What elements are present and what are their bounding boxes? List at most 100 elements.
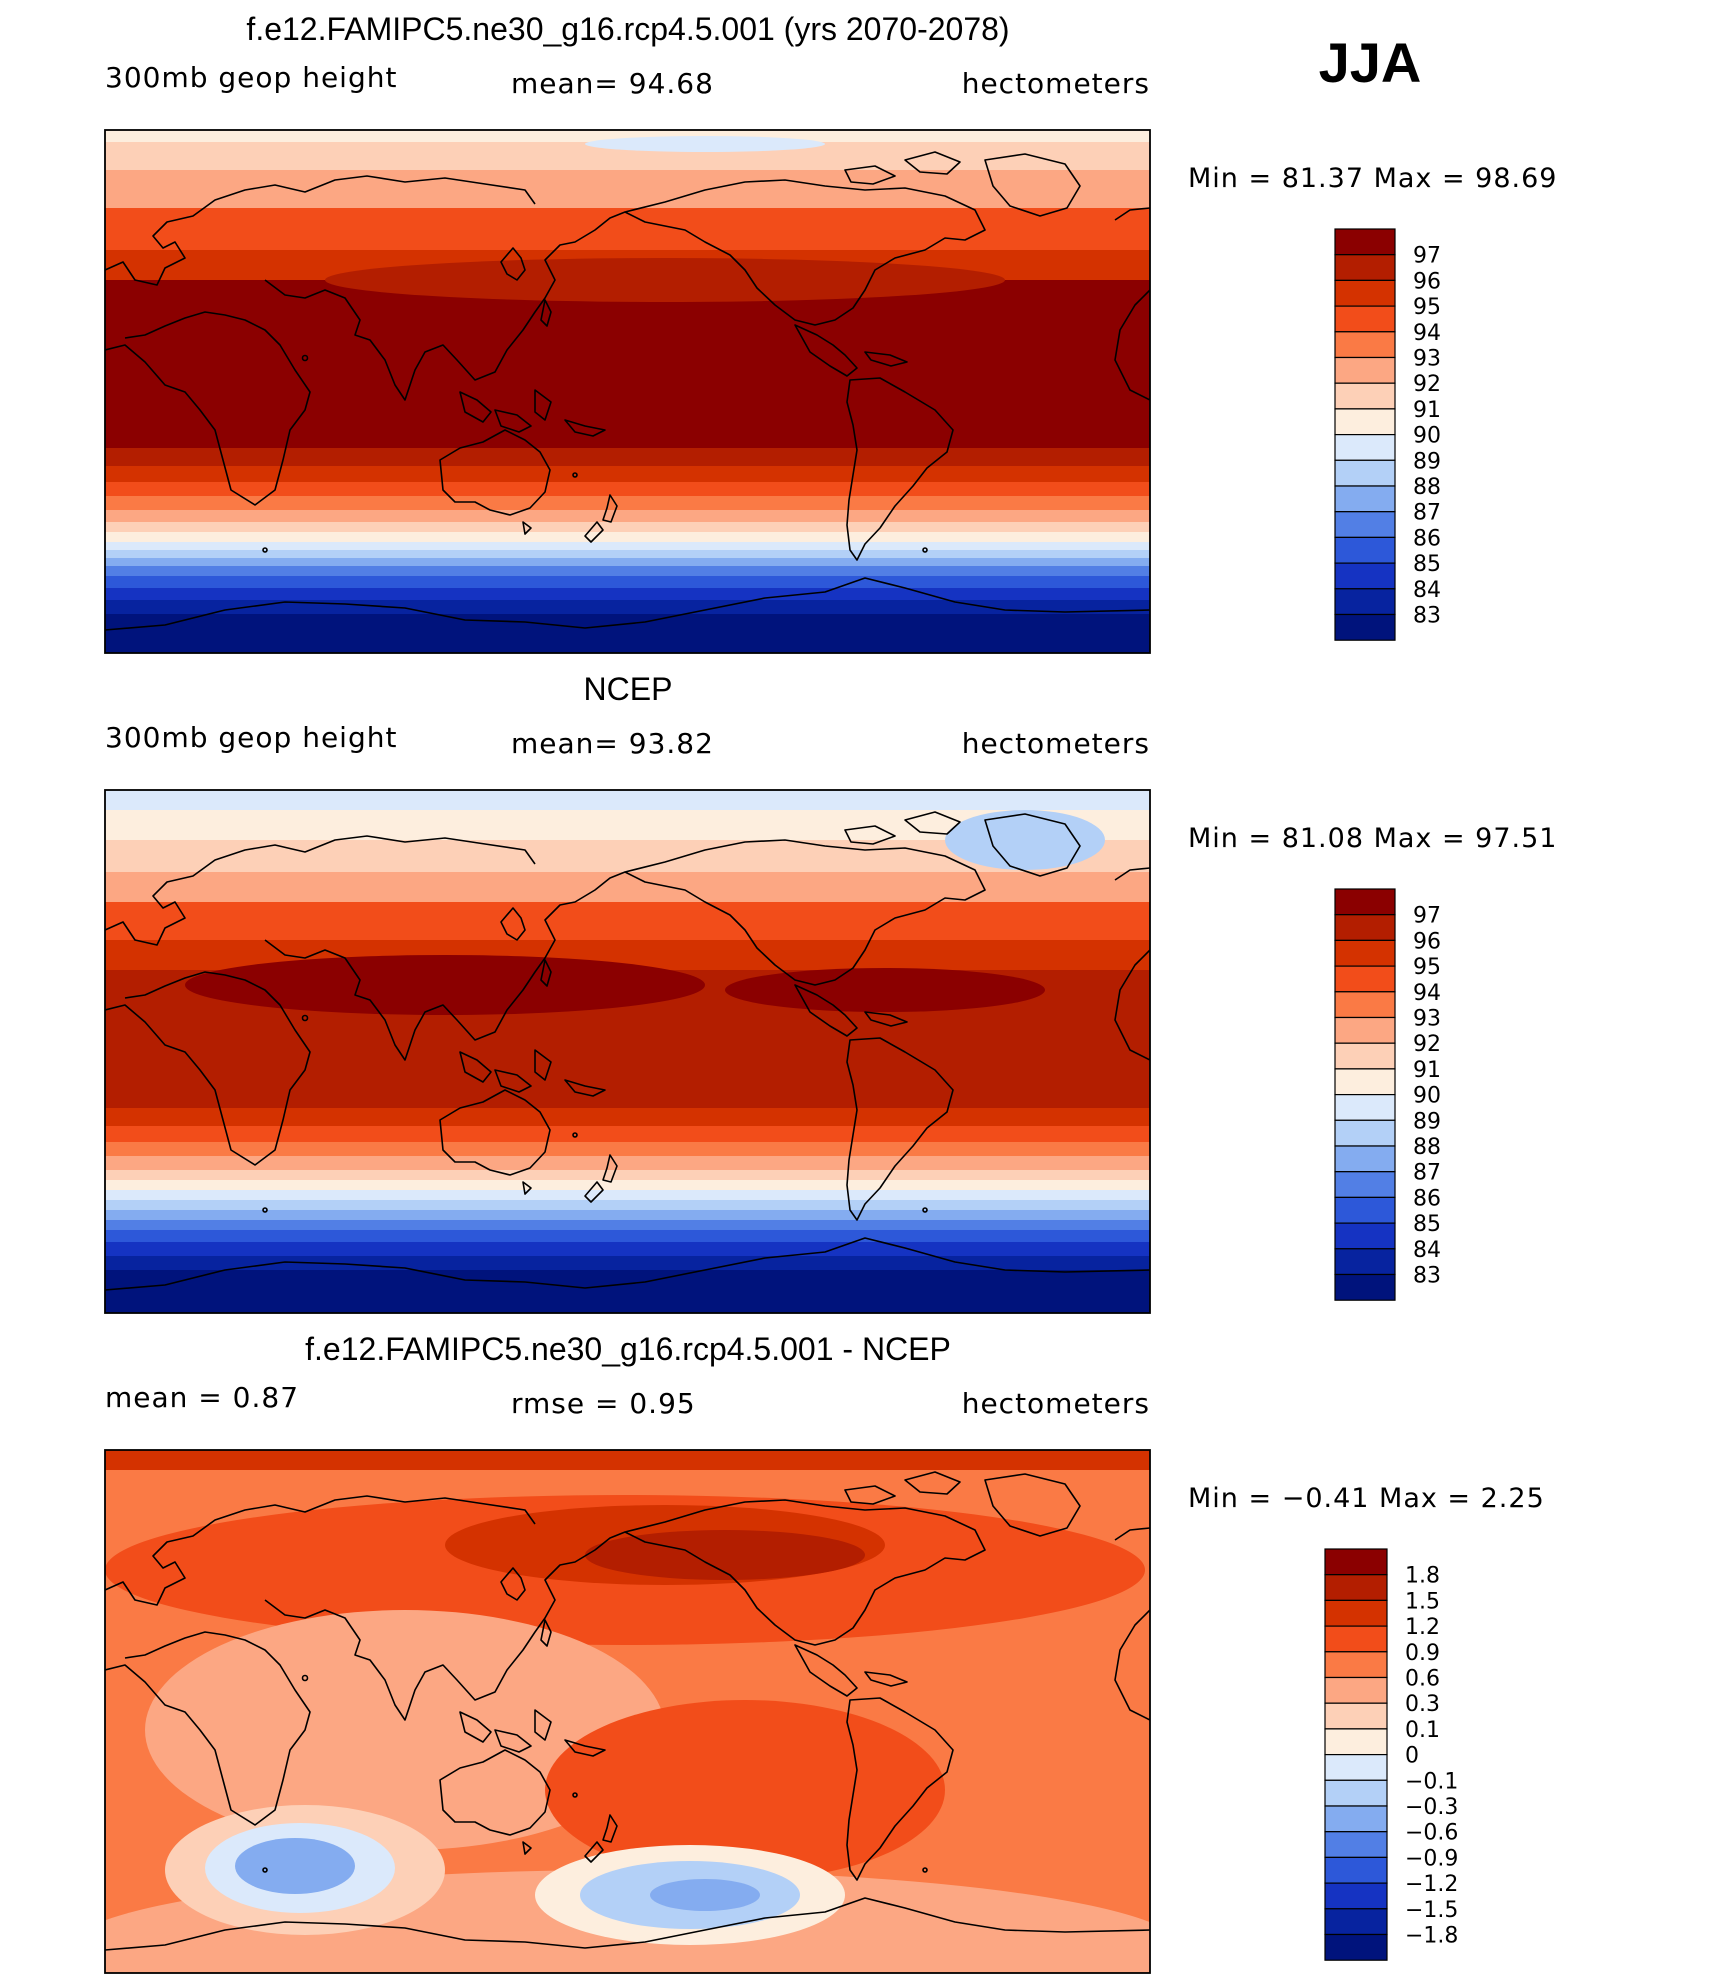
colorbar-label: 0.6: [1405, 1667, 1440, 1692]
colorbar-swatch: [1334, 1273, 1396, 1301]
colorbar-swatch: [1334, 356, 1396, 384]
colorbar-swatch: [1324, 1882, 1388, 1910]
colorbar-swatch: [1324, 1728, 1388, 1756]
contour-map: [105, 1450, 1150, 1973]
colorbar-swatch: [1334, 1068, 1396, 1096]
colorbar-label: 88: [1413, 1135, 1441, 1160]
colorbar-swatch: [1334, 965, 1396, 993]
colorbar-swatch: [1334, 1171, 1396, 1198]
colorbar-swatch: [1334, 1222, 1396, 1250]
panel-1: f.e12.FAMIPC5.ne30_g16.rcp4.5.001 (yrs 2…: [104, 11, 1557, 654]
colorbar-swatch: [1334, 536, 1396, 564]
colorbar-swatch: [1334, 588, 1396, 616]
colorbar-swatch: [1324, 1805, 1388, 1833]
contour-map: [105, 790, 1150, 1313]
colorbar-label: −1.5: [1405, 1898, 1458, 1923]
colorbar-swatch: [1324, 1753, 1388, 1781]
colorbar-label: 86: [1413, 526, 1441, 551]
colorbar-swatch: [1334, 485, 1396, 513]
colorbar-label: 89: [1413, 1109, 1441, 1134]
panels: f.e12.FAMIPC5.ne30_g16.rcp4.5.001 (yrs 2…: [104, 11, 1557, 1974]
colorbar-swatch: [1334, 254, 1396, 281]
colorbar-swatch: [1334, 1119, 1396, 1147]
colorbar-swatch: [1334, 434, 1396, 461]
colorbar-label: 84: [1413, 578, 1441, 603]
colorbar-swatch: [1334, 408, 1396, 436]
colorbar-swatch: [1334, 511, 1396, 539]
colorbar-label: −1.8: [1405, 1924, 1458, 1949]
colorbar-label: 83: [1413, 604, 1441, 629]
colorbar-label: 85: [1413, 1212, 1441, 1237]
map-frame: [104, 789, 1151, 1314]
colorbar-swatch: [1334, 279, 1396, 307]
colorbar-swatch: [1334, 459, 1396, 487]
colorbar-label: −1.2: [1405, 1872, 1458, 1897]
colorbar-label: 0.1: [1405, 1718, 1440, 1743]
colorbar-label: 0: [1405, 1744, 1419, 1769]
panel-right-label: hectometers: [962, 1387, 1150, 1420]
min-max-label: Min = −0.41 Max = 2.25: [1188, 1483, 1545, 1514]
colorbar-label: 94: [1413, 981, 1441, 1006]
colorbar: 1.81.51.20.90.60.30.10−0.1−0.3−0.6−0.9−1…: [1324, 1548, 1458, 1961]
panel-left-label: 300mb geop height: [105, 721, 397, 754]
colorbar-label: 87: [1413, 1161, 1441, 1186]
colorbar-swatch: [1334, 1145, 1396, 1173]
colorbar-label: 94: [1413, 321, 1441, 346]
panel-title: f.e12.FAMIPC5.ne30_g16.rcp4.5.001 - NCEP: [305, 1331, 951, 1367]
panel-left-label: 300mb geop height: [105, 61, 397, 94]
colorbar-swatch: [1324, 1702, 1388, 1730]
colorbar-swatch: [1334, 613, 1396, 641]
min-max-label: Min = 81.37 Max = 98.69: [1188, 163, 1557, 194]
colorbar-label: 97: [1413, 904, 1441, 929]
colorbar-swatch: [1334, 939, 1396, 967]
colorbar-label: −0.6: [1405, 1821, 1458, 1846]
colorbar-swatch: [1334, 562, 1396, 590]
colorbar-swatch: [1324, 1856, 1388, 1884]
colorbar-label: 97: [1413, 244, 1441, 269]
panel-left-label: mean = 0.87: [105, 1381, 299, 1414]
colorbar-swatch: [1324, 1779, 1388, 1807]
panel-center-label: rmse = 0.95: [511, 1387, 696, 1420]
colorbar-label: 96: [1413, 269, 1441, 294]
colorbar-swatch: [1324, 1676, 1388, 1704]
colorbar-swatch: [1324, 1831, 1388, 1858]
colorbar-label: 90: [1413, 424, 1441, 449]
colorbar-swatch: [1334, 228, 1396, 256]
colorbar-label: 85: [1413, 552, 1441, 577]
panel-title: f.e12.FAMIPC5.ne30_g16.rcp4.5.001 (yrs 2…: [246, 11, 1009, 47]
colorbar-swatch: [1324, 1651, 1388, 1679]
panel-center-label: mean= 94.68: [511, 67, 714, 100]
colorbar-label: 87: [1413, 501, 1441, 526]
colorbar-label: 96: [1413, 929, 1441, 954]
colorbar-label: 1.2: [1405, 1615, 1440, 1640]
colorbar-label: 93: [1413, 1007, 1441, 1032]
colorbar-label: 0.3: [1405, 1692, 1440, 1717]
colorbar-swatch: [1324, 1599, 1388, 1627]
colorbar-swatch: [1334, 331, 1396, 359]
map-frame: [104, 1449, 1151, 1974]
colorbar-swatch: [1324, 1933, 1388, 1961]
colorbar-swatch: [1334, 305, 1396, 333]
panel-3: f.e12.FAMIPC5.ne30_g16.rcp4.5.001 - NCEP…: [104, 1331, 1545, 1974]
colorbar-swatch: [1334, 1196, 1396, 1224]
colorbar-swatch: [1334, 1042, 1396, 1070]
panel-right-label: hectometers: [962, 67, 1150, 100]
colorbar-label: 1.5: [1405, 1589, 1440, 1614]
colorbar-swatch: [1334, 382, 1396, 410]
colorbar-label: 84: [1413, 1238, 1441, 1263]
colorbar-label: 92: [1413, 1032, 1441, 1057]
colorbar-label: 88: [1413, 475, 1441, 500]
panel-center-label: mean= 93.82: [511, 727, 714, 760]
colorbar-label: 95: [1413, 955, 1441, 980]
min-max-label: Min = 81.08 Max = 97.51: [1188, 823, 1557, 854]
colorbar-swatch: [1324, 1574, 1388, 1601]
colorbar-label: 92: [1413, 372, 1441, 397]
panel-2: NCEP 300mb geop height mean= 93.82 hectomet…: [104, 671, 1557, 1314]
panel-title: NCEP: [584, 671, 673, 707]
colorbar-swatch: [1334, 914, 1396, 942]
colorbar-label: 90: [1413, 1084, 1441, 1109]
colorbar-label: 1.8: [1405, 1564, 1440, 1589]
